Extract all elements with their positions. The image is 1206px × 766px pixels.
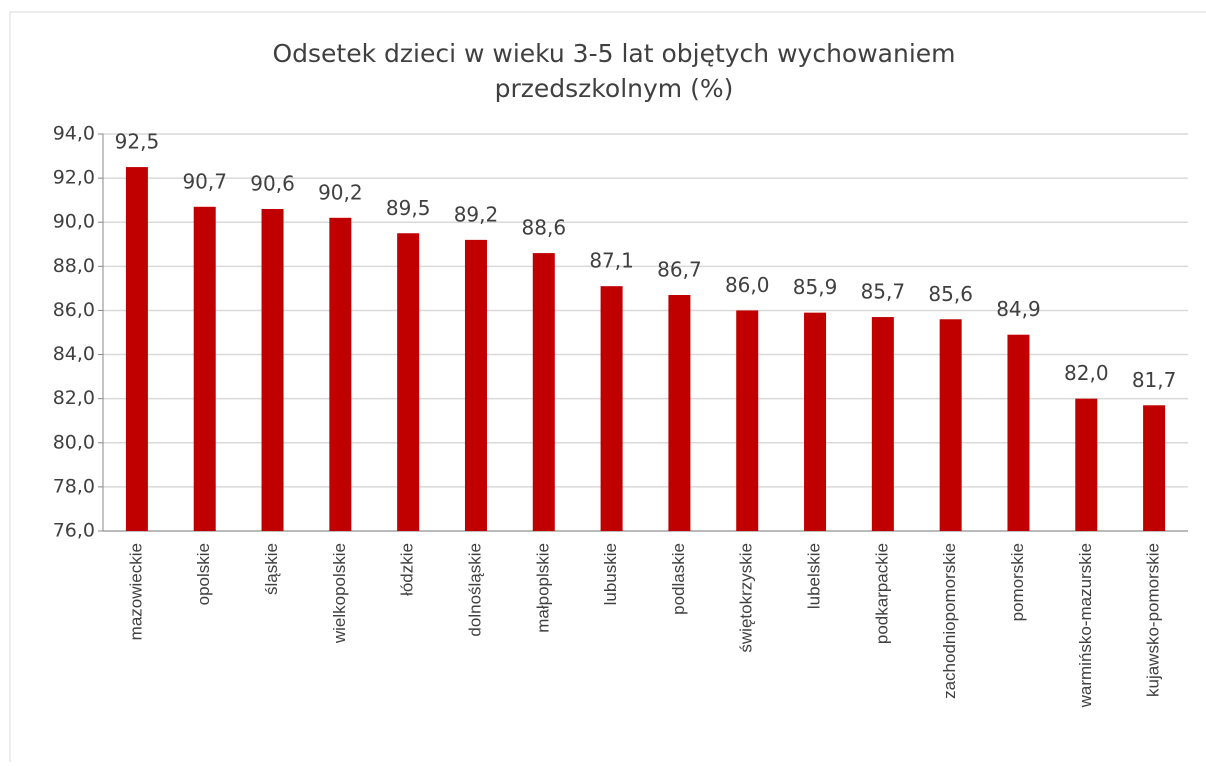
value-label: 89,5 [386,196,431,220]
chart-title: Odsetek dzieci w wieku 3-5 lat objętych … [272,39,955,68]
bar [736,310,759,531]
value-label: 85,9 [793,275,838,299]
chart-frame [9,11,1206,766]
x-tick-label: opolskie [194,543,213,605]
value-label: 88,6 [522,216,567,240]
y-tick-label: 84,0 [53,343,95,365]
y-tick-label: 92,0 [53,167,95,189]
y-tick-label: 90,0 [53,211,95,233]
bar [397,233,420,531]
bar [600,286,623,531]
x-tick-label: mazowieckie [126,543,145,640]
x-tick-label: świętokrzyskie [737,543,756,653]
bar [329,217,352,532]
x-tick-label: dolnośląskie [465,543,484,637]
bar [1143,405,1166,531]
value-label: 84,9 [996,297,1041,321]
y-tick-label: 78,0 [53,475,95,497]
value-label: 82,0 [1064,361,1109,385]
bar [939,319,962,531]
y-tick-label: 82,0 [53,387,95,409]
x-tick-label: małpoplskie [533,543,552,633]
value-label: 90,6 [250,171,295,195]
x-tick-label: pomorskie [1008,543,1027,621]
x-tick-label: wielkopolskie [330,543,349,644]
x-tick-label: zachodniopomorskie [940,543,959,699]
bar [668,295,691,531]
x-tick-label: lubuskie [601,543,620,605]
bar [804,312,827,531]
value-label: 86,0 [725,273,770,297]
bar [1075,398,1098,531]
y-tick-label: 88,0 [53,255,95,277]
x-tick-label: kujawsko-pomorskie [1144,543,1163,697]
bar [871,317,894,531]
y-tick-label: 80,0 [53,431,95,453]
bar [193,206,216,532]
value-label: 92,5 [115,130,160,154]
bar [261,208,284,531]
bar [532,253,555,531]
bar [125,167,148,532]
y-tick-label: 94,0 [53,123,95,145]
x-tick-label: warmińsko-mazurskie [1076,543,1095,708]
chart-title: przedszkolnym (%) [495,74,734,103]
value-label: 85,6 [928,282,973,306]
y-tick-label: 86,0 [53,299,95,321]
value-label: 81,7 [1132,368,1177,392]
value-label: 87,1 [589,249,634,273]
bar [1007,334,1030,531]
value-label: 85,7 [861,280,906,304]
x-tick-label: podlaskie [669,543,688,615]
x-tick-label: łódzkie [398,543,417,596]
value-label: 89,2 [454,202,499,226]
value-label: 90,7 [182,169,227,193]
bar [464,239,487,531]
x-tick-label: lubelskie [805,543,824,609]
value-label: 86,7 [657,258,702,282]
value-label: 90,2 [318,180,363,204]
x-tick-label: podkarpackie [872,543,891,644]
x-tick-label: śląskie [262,543,281,595]
y-tick-label: 76,0 [53,520,95,542]
